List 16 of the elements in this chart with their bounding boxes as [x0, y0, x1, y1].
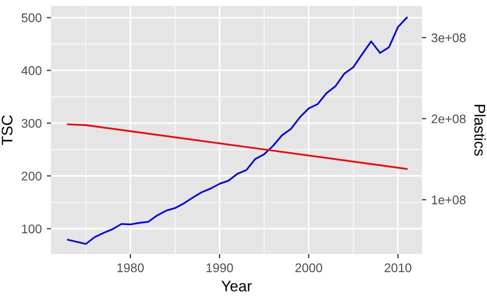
x-axis-title: Year	[221, 280, 252, 292]
y2-tick-label: 3e+08	[432, 33, 466, 42]
line-series	[67, 16, 408, 245]
y-tick-label: 300	[22, 118, 42, 128]
y-tick-label: 400	[21, 66, 42, 76]
y2-tick-label: 1e+08	[432, 196, 466, 204]
x-tick-label: 2000	[295, 263, 322, 272]
y2-tick-label: 2e+08	[432, 114, 466, 124]
y-axis-title: TSC	[2, 115, 13, 145]
x-tick-label: 2010	[384, 263, 412, 272]
y-tick-label: 200	[22, 172, 42, 181]
y-tick-label: 500	[22, 13, 42, 22]
y2-axis-title: Plastics	[474, 104, 486, 156]
x-tick-label: 1990	[206, 263, 233, 272]
y-tick-label: 100	[22, 224, 42, 234]
x-tick-label: 1980	[117, 263, 144, 272]
